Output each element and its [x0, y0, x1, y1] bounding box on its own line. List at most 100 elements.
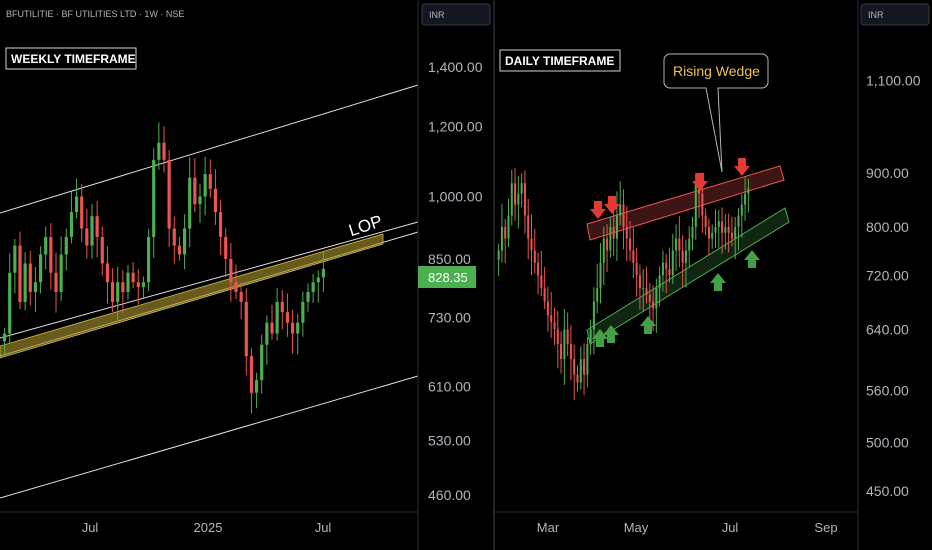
weekly-candle-body	[8, 272, 12, 334]
daily-candle-body	[596, 288, 599, 302]
weekly-candle-body	[213, 188, 218, 213]
weekly-candle-body	[296, 322, 300, 334]
daily-candle-body	[632, 250, 635, 263]
weekly-ytick-label: 730.00	[428, 309, 471, 325]
weekly-candle-body	[121, 282, 125, 292]
daily-currency-label: INR	[868, 10, 884, 20]
daily-candle-body	[533, 250, 536, 263]
daily-candle-body	[507, 215, 510, 239]
support-touch-arrows	[592, 250, 760, 347]
daily-candle-body	[642, 288, 645, 290]
weekly-candle-body	[301, 301, 305, 323]
weekly-candle-body	[33, 282, 38, 292]
weekly-candle-body	[167, 159, 171, 229]
symbol-header: BFUTILITIE · BF UTILITIES LTD · 1W · NSE	[6, 9, 184, 19]
daily-candle-body	[684, 250, 687, 263]
daily-candle-body	[744, 193, 747, 205]
weekly-ytick-label: 460.00	[428, 487, 471, 503]
daily-candle-body	[592, 301, 595, 330]
daily-currency-box[interactable]	[860, 3, 930, 26]
daily-candle-body	[629, 238, 632, 251]
up-arrow-icon	[603, 325, 619, 343]
weekly-candle-body	[44, 236, 48, 255]
weekly-candle-body	[239, 291, 243, 302]
weekly-candle-body	[95, 216, 99, 237]
weekly-ytick-label: 1,200.00	[428, 118, 483, 134]
daily-candle-body	[504, 226, 507, 239]
weekly-candle-body	[280, 301, 284, 313]
daily-candle-body	[740, 204, 743, 216]
weekly-candle-body	[285, 312, 290, 323]
daily-candle-body	[734, 226, 737, 239]
daily-candle-body	[737, 215, 740, 227]
daily-xtick-mar: Mar	[537, 520, 560, 535]
daily-candle-body	[717, 221, 720, 227]
weekly-chart-panel: BFUTILITIE · BF UTILITIES LTD · 1W · NSE…	[0, 0, 491, 550]
daily-candle-body	[721, 221, 724, 233]
weekly-candle-body	[254, 380, 259, 393]
daily-candle-body	[523, 183, 526, 216]
up-arrow-icon	[744, 250, 760, 268]
daily-candle-body	[553, 322, 556, 330]
rising-wedge-label: Rising Wedge	[673, 63, 760, 79]
weekly-candle-body	[126, 272, 130, 292]
daily-candle-body	[730, 232, 733, 239]
daily-candle-body	[671, 250, 674, 276]
weekly-title: WEEKLY TIMEFRAME	[11, 52, 136, 66]
current-price-value: 828.35	[428, 270, 468, 285]
weekly-candle-body	[321, 268, 326, 278]
weekly-candle-body	[146, 236, 151, 283]
weekly-candle-body	[306, 291, 310, 302]
weekly-candle-body	[229, 258, 233, 283]
daily-candle-body	[540, 275, 543, 289]
daily-candle-body	[638, 275, 641, 289]
daily-candle-body	[655, 288, 658, 309]
weekly-candle-body	[136, 282, 140, 288]
weekly-candle-body	[90, 216, 94, 246]
daily-candle-body	[665, 262, 668, 269]
weekly-candle-body	[141, 282, 146, 288]
daily-xtick-jul: Jul	[722, 520, 739, 535]
daily-candle-body	[546, 301, 549, 316]
weekly-candle-body	[162, 142, 166, 160]
daily-candle-body	[606, 238, 609, 251]
weekly-candle-body	[18, 245, 22, 302]
daily-ytick-label: 1,100.00	[866, 73, 921, 89]
daily-xtick-may: May	[624, 520, 649, 535]
daily-candle-body	[527, 215, 530, 239]
weekly-candle-body	[69, 212, 74, 237]
daily-candles	[497, 168, 750, 401]
daily-candle-body	[681, 250, 684, 263]
daily-candle-body	[691, 226, 694, 239]
weekly-candle-body	[23, 263, 27, 302]
weekly-candle-body	[2, 333, 7, 342]
weekly-candle-body	[116, 282, 120, 302]
weekly-candle-body	[74, 196, 79, 213]
down-arrow-icon	[604, 196, 620, 214]
weekly-ytick-label: 1,000.00	[428, 188, 483, 204]
daily-candle-body	[645, 288, 648, 295]
weekly-candle-body	[80, 196, 84, 229]
daily-candle-body	[619, 204, 622, 216]
weekly-candle-body	[193, 177, 197, 205]
weekly-candle-body	[316, 277, 320, 283]
daily-candle-body	[704, 215, 707, 227]
channel-mid-line-upper	[0, 221, 419, 339]
daily-candle-body	[675, 238, 678, 251]
daily-candle-body	[661, 262, 664, 276]
weekly-candle-body	[38, 254, 43, 283]
daily-candle-body	[747, 188, 750, 194]
daily-candle-body	[589, 329, 592, 344]
weekly-candle-body	[64, 236, 68, 255]
daily-candle-body	[520, 183, 523, 194]
weekly-candle-body	[198, 196, 202, 205]
daily-candle-body	[563, 329, 566, 360]
daily-candle-body	[510, 183, 513, 216]
weekly-candle-body	[224, 236, 228, 259]
weekly-xtick-jul-2: Jul	[315, 520, 332, 535]
daily-xtick-sep: Sep	[814, 520, 837, 535]
weekly-currency-box[interactable]	[421, 3, 491, 26]
daily-candle-body	[612, 226, 615, 239]
daily-y-axis-ticks: 450.00 500.00 560.00 640.00 720.00 800.00 900.…	[866, 73, 921, 499]
